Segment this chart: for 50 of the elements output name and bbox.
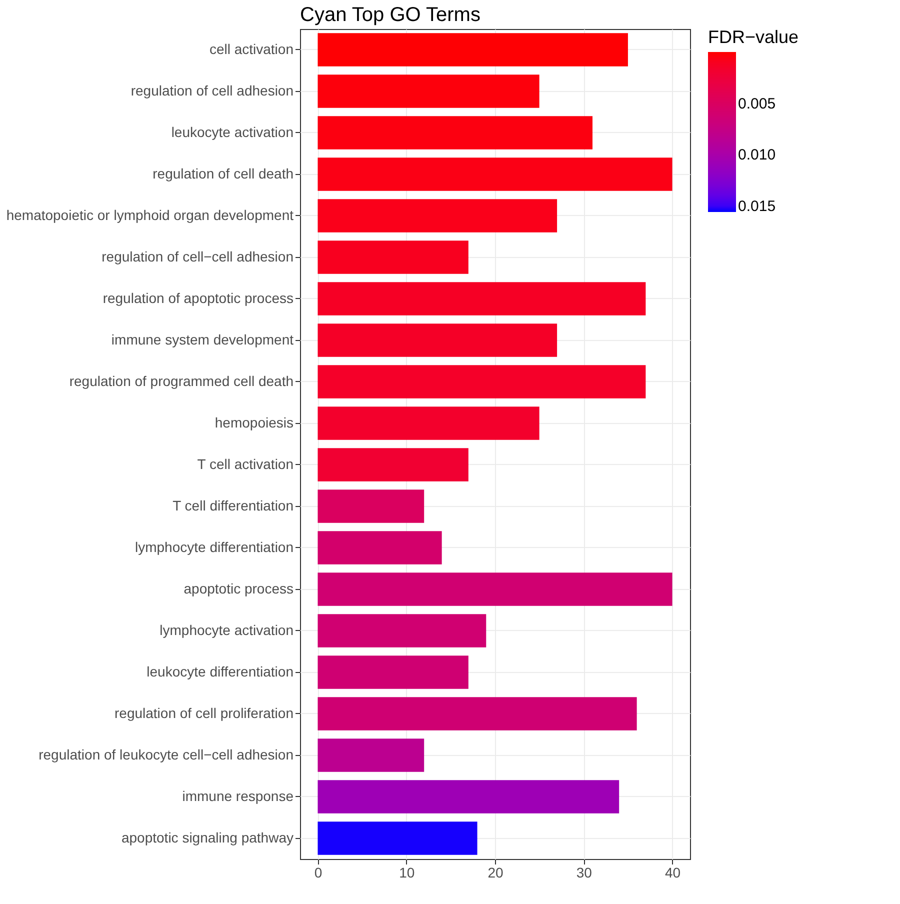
- bar: [318, 406, 540, 440]
- bar: [318, 697, 637, 730]
- bar: [318, 822, 478, 855]
- y-tick-label: T cell activation: [197, 456, 294, 472]
- y-tick-label: lymphocyte differentiation: [135, 538, 294, 555]
- bar: [318, 240, 468, 274]
- bar: [318, 780, 620, 814]
- y-tick-label: apoptotic signaling pathway: [121, 829, 294, 846]
- bar: [318, 490, 424, 523]
- y-tick-label: T cell differentiation: [172, 497, 294, 514]
- y-tick-label: regulation of cell death: [152, 165, 294, 182]
- bar: [318, 656, 468, 689]
- bar: [318, 116, 592, 150]
- y-tick-label: regulation of cell−cell adhesion: [102, 248, 294, 264]
- color-bar-label: 0.015: [738, 198, 776, 215]
- y-tick-label: regulation of programmed cell death: [69, 372, 294, 389]
- color-bar-label: 0.005: [738, 95, 776, 112]
- bar: [318, 282, 646, 316]
- bar: [318, 365, 646, 398]
- y-tick-label: lymphocyte activation: [160, 622, 294, 638]
- y-tick-label: cell activation: [209, 40, 294, 57]
- x-tick-label: 40: [664, 864, 681, 880]
- y-tick-label: leukocyte activation: [171, 124, 294, 140]
- x-tick-label: 0: [314, 864, 322, 880]
- x-tick-label: 30: [576, 864, 592, 880]
- y-tick-label: hemopoiesis: [214, 414, 294, 430]
- y-tick-label: immune system development: [111, 331, 294, 348]
- color-bar-title: FDR−value: [708, 27, 799, 47]
- x-tick-label: 20: [488, 864, 504, 880]
- bar: [318, 324, 558, 357]
- color-bar-label: 0.010: [738, 146, 776, 164]
- y-tick-label: regulation of cell adhesion: [130, 82, 294, 98]
- y-tick-label: immune response: [182, 788, 294, 804]
- y-tick-label: hematopoietic or lymphoid organ development: [6, 206, 294, 223]
- bar: [318, 738, 424, 772]
- y-tick-label: apoptotic process: [184, 580, 294, 596]
- bar: [318, 614, 486, 648]
- bar: [318, 33, 628, 66]
- y-tick-label: regulation of apoptotic process: [102, 290, 294, 306]
- y-tick-label: regulation of cell proliferation: [114, 704, 294, 721]
- bar: [318, 448, 468, 482]
- x-tick-label: 10: [399, 864, 415, 880]
- bar: [318, 199, 558, 232]
- chart-title: Cyan Top GO Terms: [300, 4, 480, 26]
- bar: [318, 74, 540, 108]
- bar: [318, 158, 672, 191]
- bar: [318, 531, 442, 564]
- y-tick-label: leukocyte differentiation: [146, 663, 294, 680]
- bar: [318, 572, 672, 606]
- y-tick-label: regulation of leukocyte cell−cell adhesion: [38, 746, 294, 762]
